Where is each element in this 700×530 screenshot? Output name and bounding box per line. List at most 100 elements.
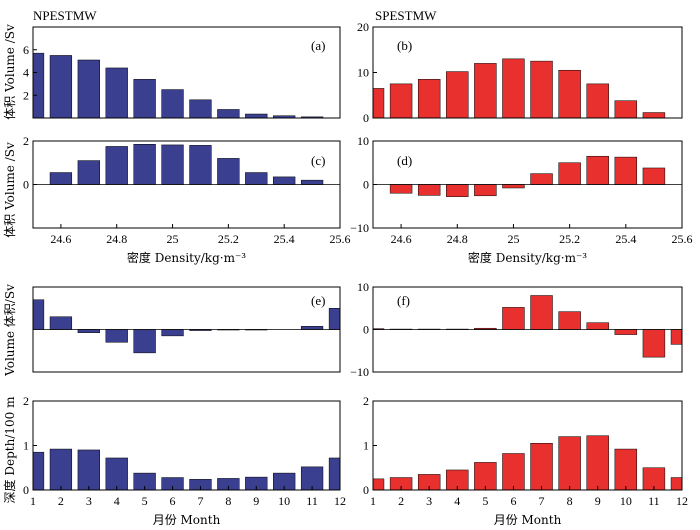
x-tick-label: 8 [225,494,231,508]
x-tick-label: 25.6 [672,232,693,246]
bar [161,144,184,185]
bar [161,89,184,119]
bar [189,99,212,119]
bar [474,63,497,119]
bar [300,179,324,185]
y-tick-label: 0 [23,178,29,192]
bar [328,457,341,491]
y-tick-label: 2 [23,134,29,148]
bar [502,453,525,491]
bar [133,144,156,185]
bar [530,295,553,330]
bar [502,58,525,119]
panel-label: (f) [397,293,410,308]
bar [32,52,45,119]
x-tick-label: 24.8 [106,232,127,246]
x-tick-label: 24.6 [50,232,71,246]
x-axis-label: 月份 Month [153,513,221,527]
x-tick-label: 3 [86,494,92,508]
y-tick-label: 1 [23,439,29,453]
x-tick-label: 1 [370,494,376,508]
x-tick-label: 25.2 [559,232,580,246]
bar [245,113,268,119]
y-tick-label: 2 [23,394,29,408]
x-tick-label: 25 [507,232,519,246]
x-tick-label: 25.6 [330,232,351,246]
ylabel-volume-mid: 体积 Volume /Sv [3,142,17,238]
bar [502,307,525,330]
bar [372,478,385,491]
bar [49,172,73,185]
bar [49,316,73,330]
panel-title: SPESTMW [375,8,437,23]
bar [586,83,609,119]
bar [417,184,441,196]
panel-label: (e) [311,293,325,308]
bar [530,60,553,119]
bar [77,160,100,185]
x-axis-label: 密度 Density/kg·m⁻³ [468,250,587,265]
bar [389,83,413,119]
bar [670,329,683,345]
y-tick-label: −10 [350,365,369,379]
x-tick-label: 6 [170,494,176,508]
x-tick-label: 6 [510,494,516,508]
bar [586,435,609,491]
x-tick-label: 4 [454,494,460,508]
y-tick-label: 10 [357,134,369,148]
bar [133,79,156,119]
x-tick-label: 11 [648,494,660,508]
bar [614,448,638,491]
bar [474,462,497,491]
bar [530,443,553,491]
panel-label: (c) [311,153,325,168]
y-tick-label: 0 [363,483,369,497]
bar [586,322,609,330]
bar [133,329,156,354]
bar [558,311,581,330]
bar [300,326,324,330]
y-tick-label: 4 [23,66,29,80]
bar [474,184,497,197]
x-tick-label: 5 [482,494,488,508]
ylabel-volume-month: Volume 体积/Sv [3,284,17,377]
panel-6: 10 0 −10 (f) [350,280,683,379]
x-tick-label: 8 [567,494,573,508]
ylabel-volume-top: 体积 Volume /Sv [3,24,17,120]
panel-label: (d) [397,153,412,168]
bar [328,308,341,330]
x-tick-label: 24.8 [447,232,468,246]
bar [217,158,240,185]
y-tick-label: 0 [363,323,369,337]
bar [670,477,683,491]
bar [32,451,45,491]
bar [530,173,553,185]
x-tick-label: 7 [539,494,545,508]
y-tick-label: 20 [357,20,369,34]
bar [49,448,73,491]
panel-label: (a) [311,38,325,53]
bar [217,109,240,119]
bar [49,55,73,119]
bar [389,184,413,194]
bar [105,329,128,343]
x-tick-label: 12 [334,494,346,508]
bar [614,329,638,335]
y-tick-label: 2 [363,394,369,408]
bar [417,79,441,119]
x-tick-label: 25 [167,232,179,246]
bar [77,59,100,119]
bar [642,112,666,119]
x-axis-label: 月份 Month [494,513,562,527]
bar [558,162,581,185]
bar [372,88,385,119]
panel-title: NPESTMW [33,8,97,23]
x-tick-label: 4 [114,494,120,508]
x-tick-label: 11 [306,494,318,508]
x-tick-label: 1 [30,494,36,508]
bar [502,184,525,189]
y-tick-label: 10 [357,66,369,80]
panel-3: 2 0 24.6 24.8 25 25.2 25.4 25.6 密度 Density/kg·m⁻… [23,134,351,265]
bar [586,155,609,185]
panel-1: 2 4 6 NPESTMW (a) [23,8,341,119]
